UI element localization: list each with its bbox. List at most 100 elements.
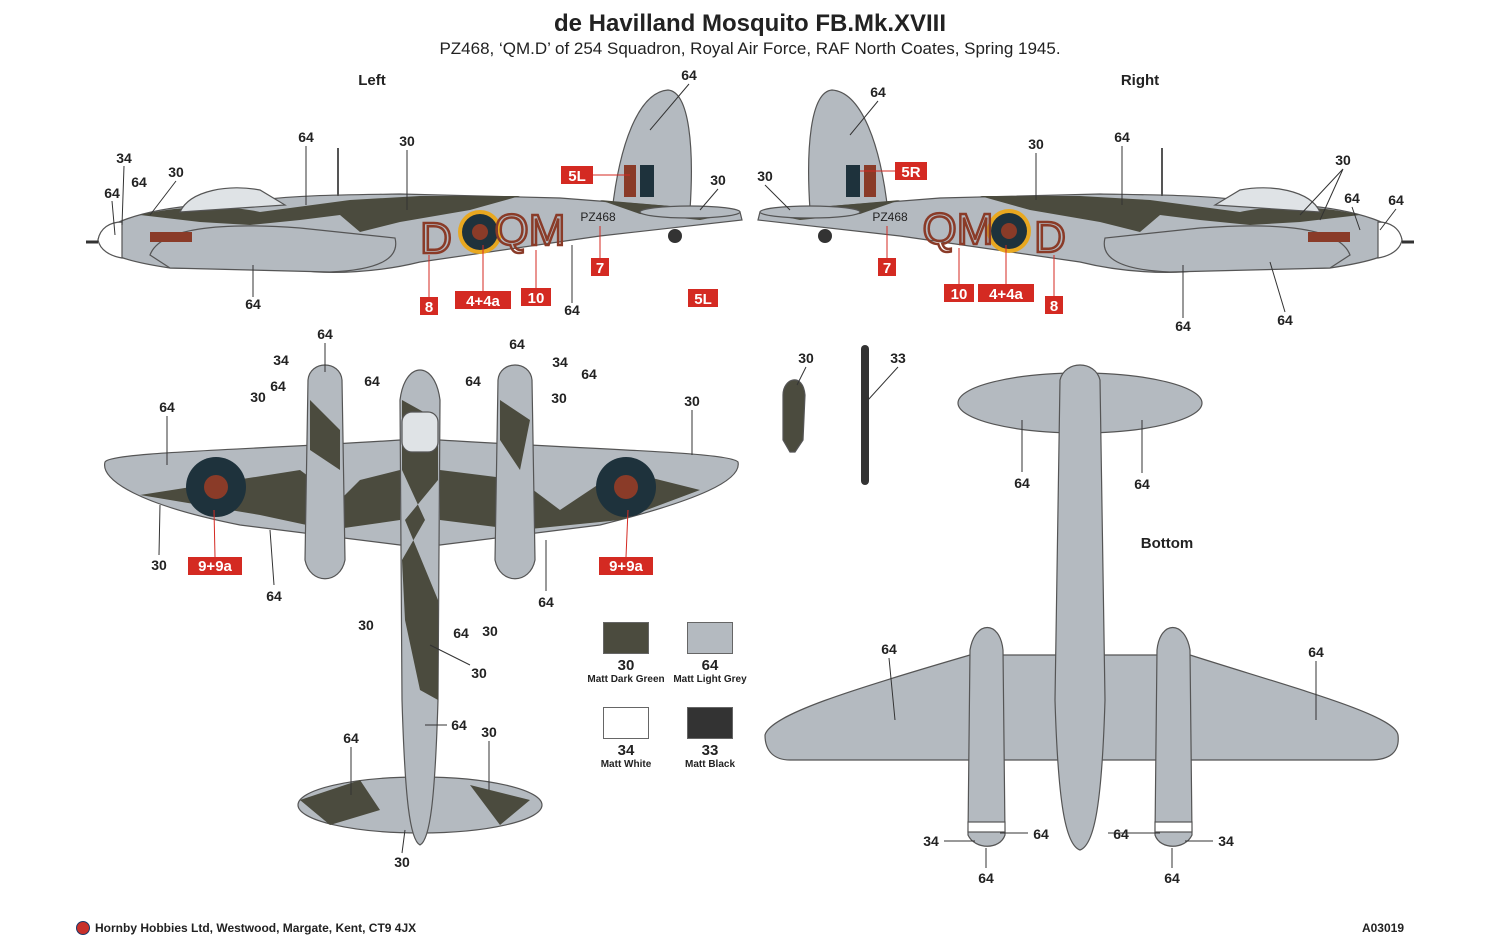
paint-callout: 64: [681, 67, 697, 83]
footer-company: Hornby Hobbies Ltd, Westwood, Margate, K…: [95, 921, 417, 935]
paint-callout: 64: [298, 129, 314, 145]
paint-callout: 30: [798, 350, 814, 366]
paint-callout: 30: [482, 623, 498, 639]
paint-callout: 64: [881, 641, 897, 657]
footer-code: A03019: [1361, 921, 1404, 935]
paint-callout: 33: [890, 350, 906, 366]
paint-callout: 30: [481, 724, 497, 740]
paint-callout: 64: [245, 296, 261, 312]
paint-callout: 30: [250, 389, 266, 405]
callouts-left: 64 30 64 34 30 64 64 30 64 64: [104, 67, 726, 318]
paint-callout: 34: [552, 354, 568, 370]
paint-callout: 64: [1388, 192, 1404, 208]
legend-number: 34: [617, 742, 635, 759]
paint-callout: 30: [168, 164, 184, 180]
page-subtitle: PZ468, ‘QM.D’ of 254 Squadron, Royal Air…: [439, 39, 1061, 58]
legend-item: 30 Matt Dark Green: [581, 622, 671, 685]
callouts-right: 64 30 64 30 64 64 30 64 64: [757, 84, 1404, 334]
paint-callout: 64: [364, 373, 380, 389]
decal-number: 5L: [568, 168, 586, 185]
paint-callout: 64: [317, 326, 333, 342]
paint-callout: 64: [1014, 475, 1030, 491]
code-letters: QM: [495, 206, 566, 255]
decal-number: 9+9a: [609, 558, 643, 575]
paint-callout: 64: [266, 588, 282, 604]
callouts-top: 64 34 64 64 30 64 64 34 64 64 30 30 30 6…: [151, 326, 700, 870]
paint-callout: 64: [1164, 870, 1180, 886]
paint-callout: 64: [1344, 190, 1360, 206]
legend-name: Matt Light Grey: [673, 674, 747, 685]
paint-callout: 34: [273, 352, 289, 368]
paint-callout: 64: [1134, 476, 1150, 492]
paint-callout: 34: [116, 150, 132, 166]
legend-number: 30: [617, 657, 635, 674]
decal-markers-right: 5R 7 10 4+4a 8: [860, 162, 1063, 315]
rocket-drawing: [861, 345, 869, 485]
legend-name: Matt Black: [684, 759, 735, 770]
stores: 30 33: [782, 345, 906, 485]
decal-number: 8: [425, 299, 433, 316]
paint-callout: 64: [131, 174, 147, 190]
serial-number: PZ468: [872, 210, 908, 224]
view-label-left: Left: [358, 72, 386, 89]
decal-number: 8: [1050, 298, 1058, 315]
view-label-bottom: Bottom: [1141, 535, 1194, 552]
paint-callout: 64: [465, 373, 481, 389]
bomb-drawing: [782, 379, 806, 453]
paint-callout: 64: [581, 366, 597, 382]
paint-callout: 30: [1335, 152, 1351, 168]
paint-callout: 64: [509, 336, 525, 352]
paint-callout: 30: [710, 172, 726, 188]
decal-number: 5L: [694, 291, 712, 308]
paint-callout: 64: [564, 302, 580, 318]
paint-callout: 64: [1175, 318, 1191, 334]
decal-number: 9+9a: [198, 558, 232, 575]
legend-number: 33: [701, 742, 719, 759]
callouts-bottom: 64 64 64 64 34 64 64 34 64 64: [881, 420, 1324, 886]
paint-callout: 30: [358, 617, 374, 633]
paint-callout: 30: [1028, 136, 1044, 152]
paint-callout: 64: [1114, 129, 1130, 145]
decal-number: 4+4a: [989, 286, 1023, 303]
decal-number: 5R: [901, 164, 920, 181]
paint-callout: 30: [399, 133, 415, 149]
view-label-right: Right: [1121, 72, 1159, 89]
decal-number: 10: [951, 286, 968, 303]
colour-swatch: [603, 707, 649, 739]
paint-callout: 64: [1308, 644, 1324, 660]
paint-callout: 34: [923, 833, 939, 849]
decal-number: 7: [596, 260, 604, 277]
top-view: 9+9a 9+9a 64 34 64 64 30 64 64 34 64 64 …: [104, 326, 739, 870]
legend-name: Matt Dark Green: [587, 674, 665, 685]
page-title: de Havilland Mosquito FB.Mk.XVIII: [553, 10, 947, 37]
legend-name: Matt White: [600, 759, 652, 770]
bottom-view: Bottom 64 64 64 64 34 64 64 34 64 64: [764, 364, 1399, 886]
left-side-view: Left D QM PZ468 5L 7 8 4+4a 10 5L 64 30 …: [84, 67, 744, 318]
decal-number: 4+4a: [466, 293, 500, 310]
code-letter: D: [420, 214, 452, 263]
paint-callout: 64: [270, 378, 286, 394]
right-side-view: Right QM D PZ468 5R 7 10 4+4a 8 64 30 64…: [756, 72, 1416, 334]
paint-callout: 30: [551, 390, 567, 406]
legend-number: 64: [701, 657, 719, 674]
code-letters: QM: [923, 205, 994, 254]
decal-number: 7: [883, 260, 891, 277]
decal-number: 10: [528, 290, 545, 307]
paint-callout: 64: [159, 399, 175, 415]
paint-callout: 34: [1218, 833, 1234, 849]
airfix-logo-icon: [76, 921, 90, 935]
paint-callout: 30: [757, 168, 773, 184]
legend-item: 64 Matt Light Grey: [665, 622, 755, 685]
legend-item: 33 Matt Black: [665, 707, 755, 770]
paint-callout: 64: [1033, 826, 1049, 842]
paint-callout: 30: [684, 393, 700, 409]
serial-number: PZ468: [580, 210, 616, 224]
code-letter: D: [1034, 213, 1066, 262]
paint-callout: 30: [151, 557, 167, 573]
paint-callout: 64: [870, 84, 886, 100]
paint-callout: 64: [538, 594, 554, 610]
paint-callout: 64: [978, 870, 994, 886]
colour-swatch: [687, 622, 733, 654]
paint-callout: 30: [394, 854, 410, 870]
